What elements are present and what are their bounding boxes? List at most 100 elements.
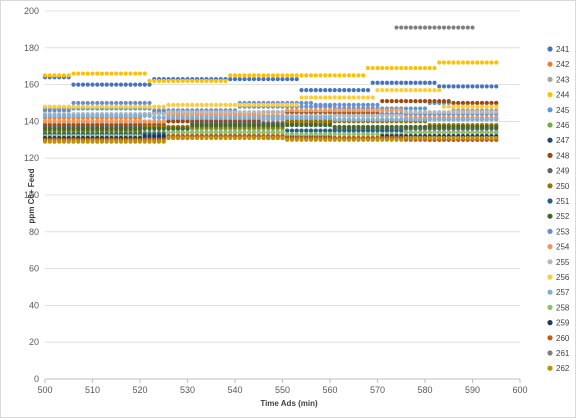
data-point-254 xyxy=(90,119,95,124)
legend-marker xyxy=(547,365,553,371)
data-point-255 xyxy=(465,110,470,115)
data-point-255 xyxy=(275,110,280,115)
data-point-257 xyxy=(251,115,257,120)
data-point-241 xyxy=(71,82,76,87)
data-point-254 xyxy=(370,108,375,113)
data-point-255 xyxy=(399,113,404,118)
data-point-256 xyxy=(484,104,489,109)
data-point-248 xyxy=(451,100,456,106)
data-point-257 xyxy=(47,113,52,118)
data-point-250 xyxy=(313,119,318,124)
data-point-257 xyxy=(456,117,461,122)
data-point-254 xyxy=(57,119,62,124)
data-point-252 xyxy=(137,126,143,131)
data-point-256 xyxy=(109,104,114,109)
data-point-252 xyxy=(418,124,423,130)
data-point-262 xyxy=(137,139,143,144)
data-point-248 xyxy=(437,99,442,104)
data-point-241 xyxy=(441,84,447,89)
data-point-245 xyxy=(299,104,304,109)
data-point-241 xyxy=(399,80,404,85)
data-point-244 xyxy=(175,78,181,84)
legend-marker xyxy=(547,152,553,158)
data-point-257 xyxy=(432,117,437,122)
data-point-244 xyxy=(318,73,323,78)
data-point-257 xyxy=(128,113,133,118)
data-point-257 xyxy=(389,117,394,122)
data-point-251 xyxy=(370,128,375,133)
data-point-262 xyxy=(275,135,280,141)
data-point-258 xyxy=(456,130,461,135)
data-point-245 xyxy=(413,106,418,111)
data-point-255 xyxy=(356,113,361,118)
data-point-262 xyxy=(337,137,342,142)
data-point-262 xyxy=(460,135,466,141)
data-point-255 xyxy=(361,113,366,118)
data-point-262 xyxy=(61,139,67,144)
data-point-244 xyxy=(180,78,185,84)
data-point-262 xyxy=(389,137,394,142)
data-point-241 xyxy=(76,82,81,87)
data-point-255 xyxy=(232,110,238,115)
data-point-257 xyxy=(152,115,157,120)
data-point-252 xyxy=(152,126,157,131)
legend-label: 252 xyxy=(556,212,570,221)
data-point-244 xyxy=(218,78,223,84)
data-point-251 xyxy=(337,128,342,133)
data-point-244 xyxy=(209,78,214,84)
data-point-252 xyxy=(403,124,409,130)
data-point-257 xyxy=(327,115,333,120)
data-point-257 xyxy=(413,117,418,122)
data-point-258 xyxy=(479,130,485,135)
data-point-244 xyxy=(289,73,295,78)
data-point-241 xyxy=(95,82,100,87)
data-point-262 xyxy=(432,135,437,141)
data-point-256 xyxy=(327,95,333,100)
data-point-244 xyxy=(228,73,233,78)
data-point-241 xyxy=(446,84,451,89)
data-point-253 xyxy=(133,100,138,106)
data-point-262 xyxy=(95,139,100,144)
data-point-257 xyxy=(266,115,271,120)
x-tick-label: 520 xyxy=(132,385,147,395)
data-point-252 xyxy=(427,124,432,130)
data-point-254 xyxy=(356,108,361,113)
data-point-244 xyxy=(451,60,456,65)
data-point-256 xyxy=(204,102,209,107)
data-point-244 xyxy=(408,65,413,71)
legend-marker xyxy=(547,320,553,326)
data-point-262 xyxy=(465,135,470,141)
data-point-257 xyxy=(356,117,361,122)
data-point-258 xyxy=(237,130,242,135)
data-point-244 xyxy=(470,60,475,65)
data-point-262 xyxy=(156,139,162,144)
data-point-241 xyxy=(256,76,261,82)
data-point-252 xyxy=(114,126,119,131)
data-point-257 xyxy=(332,117,337,122)
data-point-241 xyxy=(394,80,399,85)
data-point-255 xyxy=(380,113,385,118)
data-point-257 xyxy=(375,117,380,122)
data-point-241 xyxy=(484,84,489,89)
data-point-253 xyxy=(114,100,119,106)
data-point-244 xyxy=(123,71,128,76)
data-point-257 xyxy=(261,115,266,120)
data-point-251 xyxy=(289,128,295,133)
legend-marker xyxy=(547,46,553,52)
data-point-258 xyxy=(171,130,176,135)
y-tick-label: 20 xyxy=(29,337,39,347)
y-tick-label: 200 xyxy=(24,6,39,16)
data-point-251 xyxy=(299,128,304,133)
data-point-258 xyxy=(299,132,304,137)
data-point-256 xyxy=(413,88,418,93)
data-point-257 xyxy=(351,117,356,122)
data-point-256 xyxy=(432,88,437,93)
legend-marker xyxy=(547,350,553,356)
data-point-252 xyxy=(90,126,95,131)
data-point-262 xyxy=(351,137,356,142)
data-point-245 xyxy=(418,106,423,111)
legend-marker xyxy=(547,107,553,113)
data-point-253 xyxy=(123,100,128,106)
data-point-253 xyxy=(85,100,90,106)
data-point-255 xyxy=(242,110,247,115)
